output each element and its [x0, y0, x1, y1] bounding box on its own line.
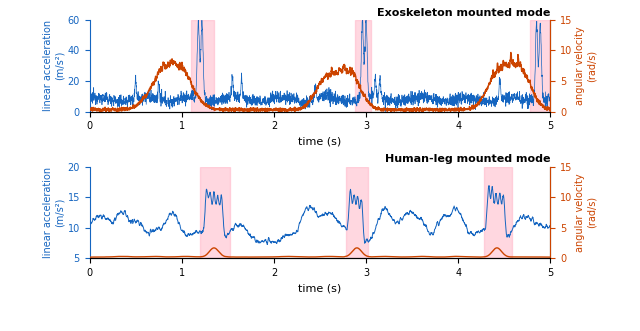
Bar — [530, 20, 550, 112]
Text: Exoskeleton mounted mode: Exoskeleton mounted mode — [377, 8, 550, 18]
Y-axis label: angular velocity
(rad/s): angular velocity (rad/s) — [575, 26, 597, 105]
Bar — [346, 166, 368, 258]
X-axis label: time (s): time (s) — [298, 137, 342, 147]
Bar — [484, 166, 512, 258]
Bar — [191, 20, 214, 112]
Y-axis label: angular velocity
(rad/s): angular velocity (rad/s) — [575, 173, 597, 252]
Bar — [355, 20, 371, 112]
Y-axis label: linear acceleration
(m/s²): linear acceleration (m/s²) — [43, 167, 65, 258]
Text: Human-leg mounted mode: Human-leg mounted mode — [385, 154, 550, 165]
X-axis label: time (s): time (s) — [298, 283, 342, 294]
Bar — [200, 166, 230, 258]
Y-axis label: linear acceleration
(m/s²): linear acceleration (m/s²) — [43, 20, 65, 111]
